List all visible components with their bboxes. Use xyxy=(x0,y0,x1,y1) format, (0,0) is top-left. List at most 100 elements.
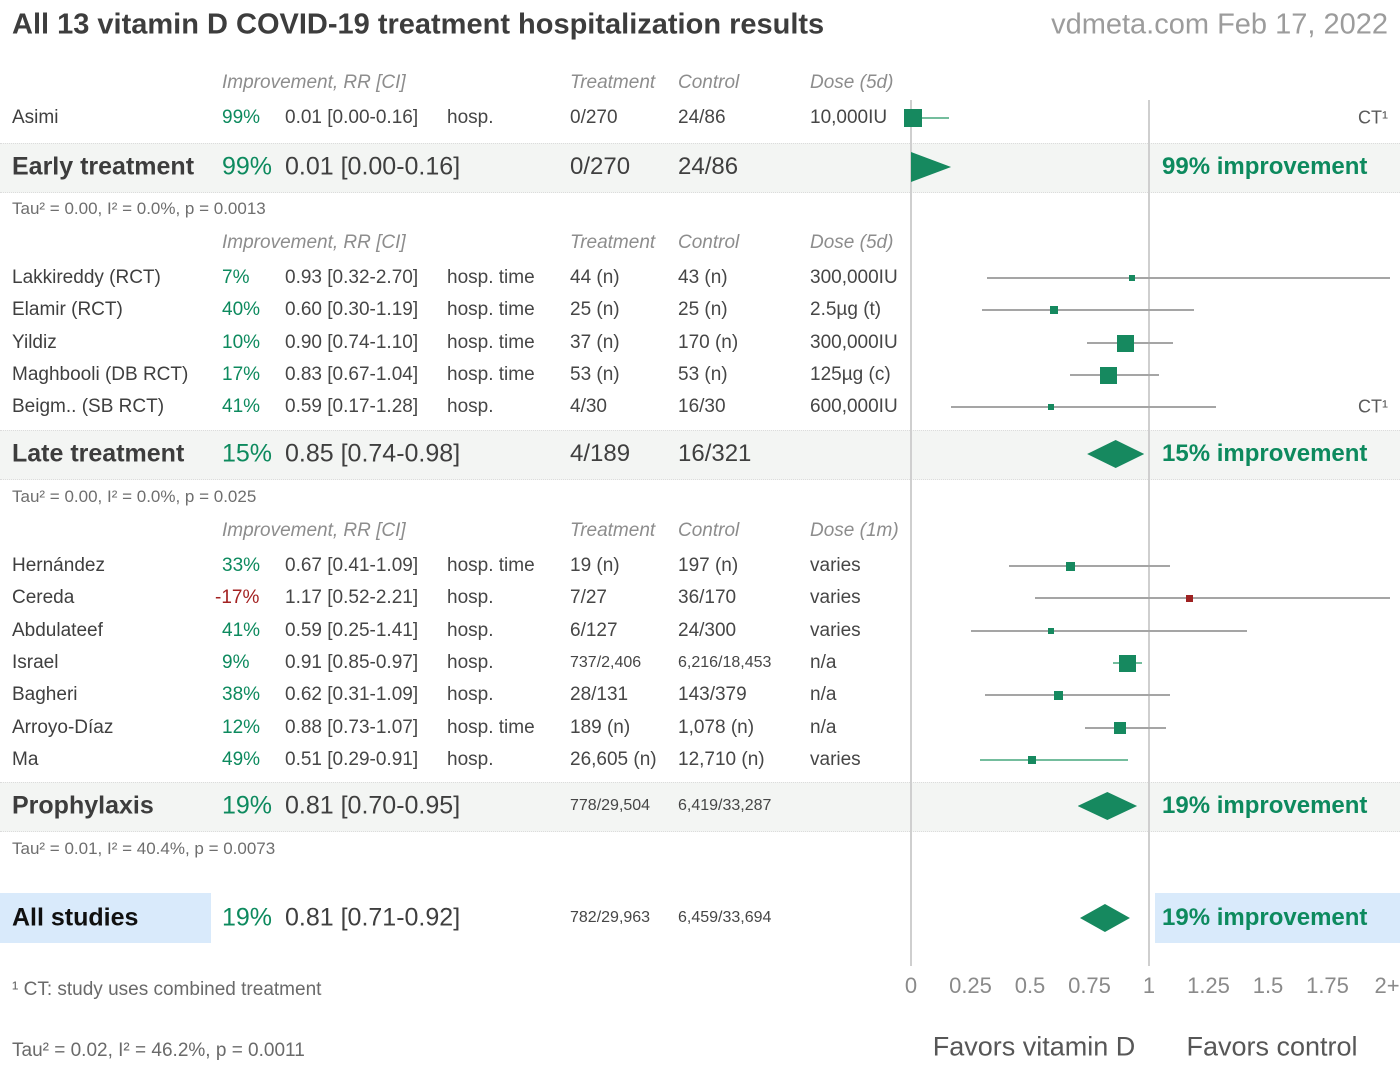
axis-tick: 1.25 xyxy=(1187,973,1230,998)
all-studies-label: All studies xyxy=(12,903,139,932)
tau-note: Tau² = 0.00, I² = 0.0%, p = 0.0013 xyxy=(12,199,266,218)
point-marker xyxy=(1054,690,1064,700)
study-name: Ma xyxy=(12,749,39,770)
ct-flag: CT¹ xyxy=(1358,396,1388,417)
brand-date: vdmeta.com Feb 17, 2022 xyxy=(1051,8,1388,41)
study-name: Israel xyxy=(12,652,59,673)
control-n: 24/300 xyxy=(678,620,737,641)
study-name: Lakkireddy (RCT) xyxy=(12,267,161,288)
rr-ci: 0.67 [0.41-1.09] xyxy=(285,555,419,576)
favors-control-label: Favors control xyxy=(1186,1031,1358,1062)
footnote: ¹ CT: study uses combined treatment xyxy=(12,979,322,1000)
column-header-treatment: Treatment xyxy=(570,232,656,253)
summary-band xyxy=(0,782,1400,832)
axis-tick: 1 xyxy=(1142,973,1156,998)
dose: n/a xyxy=(810,717,837,738)
dose: varies xyxy=(810,749,861,770)
improvement-pct: 41% xyxy=(222,396,261,417)
dose: 10,000IU xyxy=(810,107,888,128)
control-n: 53 (n) xyxy=(678,364,728,385)
column-header-treatment: Treatment xyxy=(570,72,656,93)
summary-control-n: 16/321 xyxy=(678,440,752,467)
treatment-n: 44 (n) xyxy=(570,267,620,288)
summary-treatment-n: 778/29,504 xyxy=(570,797,651,814)
ct-flag: CT¹ xyxy=(1358,107,1388,128)
study-name: Bagheri xyxy=(12,684,78,705)
treatment-n: 25 (n) xyxy=(570,299,620,320)
outcome: hosp. xyxy=(447,107,494,128)
treatment-n: 53 (n) xyxy=(570,364,620,385)
improvement-pct: 99% xyxy=(222,107,261,128)
overall-tau-note: Tau² = 0.02, I² = 46.2%, p = 0.0011 xyxy=(12,1040,305,1061)
study-name: Arroyo-Díaz xyxy=(12,717,114,738)
ci-line xyxy=(984,694,1171,696)
dose: varies xyxy=(810,620,861,641)
control-n: 170 (n) xyxy=(678,332,739,353)
point-marker xyxy=(1048,628,1055,634)
summary-improvement-pct: 15% xyxy=(222,439,273,468)
improvement-pct: 38% xyxy=(222,684,261,705)
outcome: hosp. xyxy=(447,652,494,673)
improvement-pct: 40% xyxy=(222,299,261,320)
control-n: 16/30 xyxy=(678,396,726,417)
improvement-pct: 33% xyxy=(222,555,261,576)
point-marker xyxy=(904,109,923,127)
axis-tick: 0.75 xyxy=(1068,973,1111,998)
control-n: 43 (n) xyxy=(678,267,728,288)
dose: varies xyxy=(810,555,861,576)
outcome: hosp. time xyxy=(447,717,535,738)
treatment-n: 7/27 xyxy=(570,587,607,608)
outcome: hosp. time xyxy=(447,299,535,320)
control-n: 12,710 (n) xyxy=(678,749,765,770)
outcome: hosp. xyxy=(447,749,494,770)
treatment-n: 4/30 xyxy=(570,396,607,417)
treatment-n: 28/131 xyxy=(570,684,629,705)
point-marker xyxy=(1048,404,1055,410)
all-studies-improvement-pct: 19% xyxy=(222,903,273,932)
summary-band xyxy=(0,143,1400,193)
control-n: 6,216/18,453 xyxy=(678,654,772,671)
improvement-pct: 12% xyxy=(222,717,261,738)
treatment-n: 0/270 xyxy=(570,107,618,128)
ci-line xyxy=(911,117,950,119)
dose: 600,000IU xyxy=(810,396,898,417)
column-header-dose: Dose (5d) xyxy=(810,72,894,93)
rr-ci: 0.83 [0.67-1.04] xyxy=(285,364,419,385)
study-name: Beigm.. (SB RCT) xyxy=(12,396,165,417)
study-name: Maghbooli (DB RCT) xyxy=(12,364,189,385)
column-header-dose: Dose (5d) xyxy=(810,232,894,253)
outcome: hosp. xyxy=(447,396,494,417)
summary-treatment-n: 4/189 xyxy=(570,440,631,467)
dose: 300,000IU xyxy=(810,332,898,353)
axis-tick: 1.75 xyxy=(1306,973,1349,998)
dose: varies xyxy=(810,587,861,608)
improvement-pct: 41% xyxy=(222,620,261,641)
summary-improvement-label: 15% improvement xyxy=(1162,440,1368,467)
summary-rr-ci: 0.85 [0.74-0.98] xyxy=(285,439,461,468)
column-header-dose: Dose (1m) xyxy=(810,520,899,541)
favors-vitamin-d-label: Favors vitamin D xyxy=(932,1031,1136,1062)
rr-ci: 0.91 [0.85-0.97] xyxy=(285,652,419,673)
rr-ci: 0.60 [0.30-1.19] xyxy=(285,299,419,320)
control-n: 1,078 (n) xyxy=(678,717,755,738)
ci-line xyxy=(951,406,1216,408)
study-name: Hernández xyxy=(12,555,105,576)
summary-treatment-n: 0/270 xyxy=(570,153,631,180)
point-marker xyxy=(1065,561,1075,571)
column-header-improvement: Improvement, RR [CI] xyxy=(222,232,406,253)
ci-line xyxy=(1034,597,1390,599)
axis-tick: 0.5 xyxy=(1014,973,1046,998)
improvement-pct: 17% xyxy=(222,364,261,385)
summary-improvement-label: 19% improvement xyxy=(1162,792,1368,819)
point-marker xyxy=(1129,275,1136,281)
axis-tick: 2+ xyxy=(1374,973,1400,998)
control-n: 143/379 xyxy=(678,684,747,705)
ci-line xyxy=(982,309,1195,311)
point-marker xyxy=(1185,594,1193,602)
ci-line xyxy=(970,630,1247,632)
summary-improvement-pct: 19% xyxy=(222,791,273,820)
all-studies-rr-ci: 0.81 [0.71-0.92] xyxy=(285,903,461,932)
summary-label: Late treatment xyxy=(12,439,185,468)
point-marker xyxy=(1100,366,1118,384)
